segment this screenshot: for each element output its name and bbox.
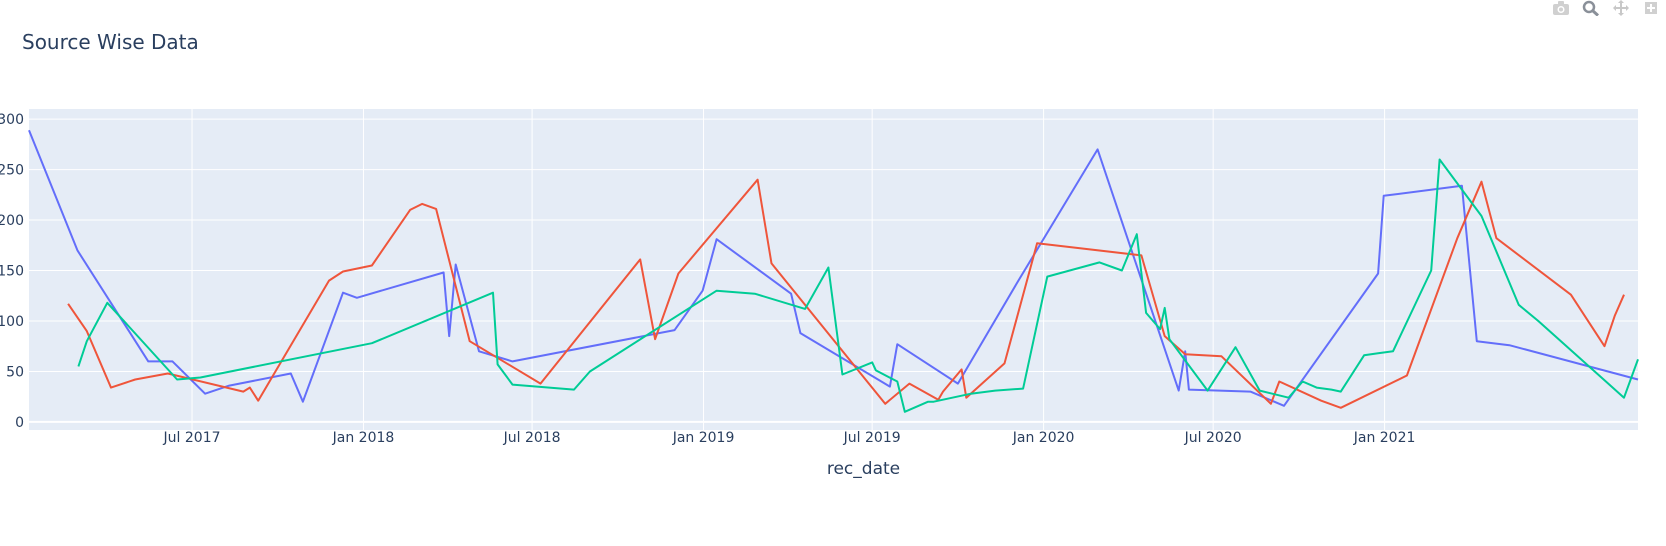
x-tick-label: Jan 2021 bbox=[1353, 430, 1416, 446]
x-tick-label: Jan 2019 bbox=[672, 430, 735, 446]
more-icon[interactable] bbox=[1642, 0, 1660, 16]
x-axis-title: rec_date bbox=[827, 459, 900, 479]
pan-icon[interactable] bbox=[1612, 0, 1630, 16]
chart-title: Source Wise Data bbox=[22, 30, 199, 54]
x-tick-label: Jul 2019 bbox=[843, 430, 901, 446]
y-tick-label: 300 bbox=[0, 112, 24, 128]
x-tick-label: Jul 2017 bbox=[163, 430, 221, 446]
y-tick-label: 50 bbox=[6, 364, 24, 380]
camera-icon[interactable] bbox=[1552, 0, 1570, 16]
y-tick-label: 250 bbox=[0, 163, 24, 179]
x-tick-label: Jul 2020 bbox=[1184, 430, 1242, 446]
modebar bbox=[1552, 0, 1666, 16]
grid-layer bbox=[29, 109, 1638, 430]
plot-area[interactable] bbox=[29, 109, 1638, 430]
y-tick-label: 100 bbox=[0, 314, 24, 330]
y-axis: 0 50 100 150 200 250 300 bbox=[0, 112, 24, 431]
zoom-icon[interactable] bbox=[1582, 0, 1600, 16]
series-layer bbox=[28, 129, 1639, 413]
y-tick-label: 200 bbox=[0, 213, 24, 229]
y-tick-label: 150 bbox=[0, 264, 24, 280]
y-tick-label: 0 bbox=[15, 415, 24, 431]
series-line-3[interactable] bbox=[77, 158, 1639, 413]
x-tick-label: Jul 2018 bbox=[503, 430, 561, 446]
x-tick-label: Jan 2018 bbox=[332, 430, 395, 446]
x-axis: Jul 2017 Jan 2018 Jul 2018 Jan 2019 Jul 2019… bbox=[163, 430, 1416, 446]
x-tick-label: Jan 2020 bbox=[1012, 430, 1075, 446]
